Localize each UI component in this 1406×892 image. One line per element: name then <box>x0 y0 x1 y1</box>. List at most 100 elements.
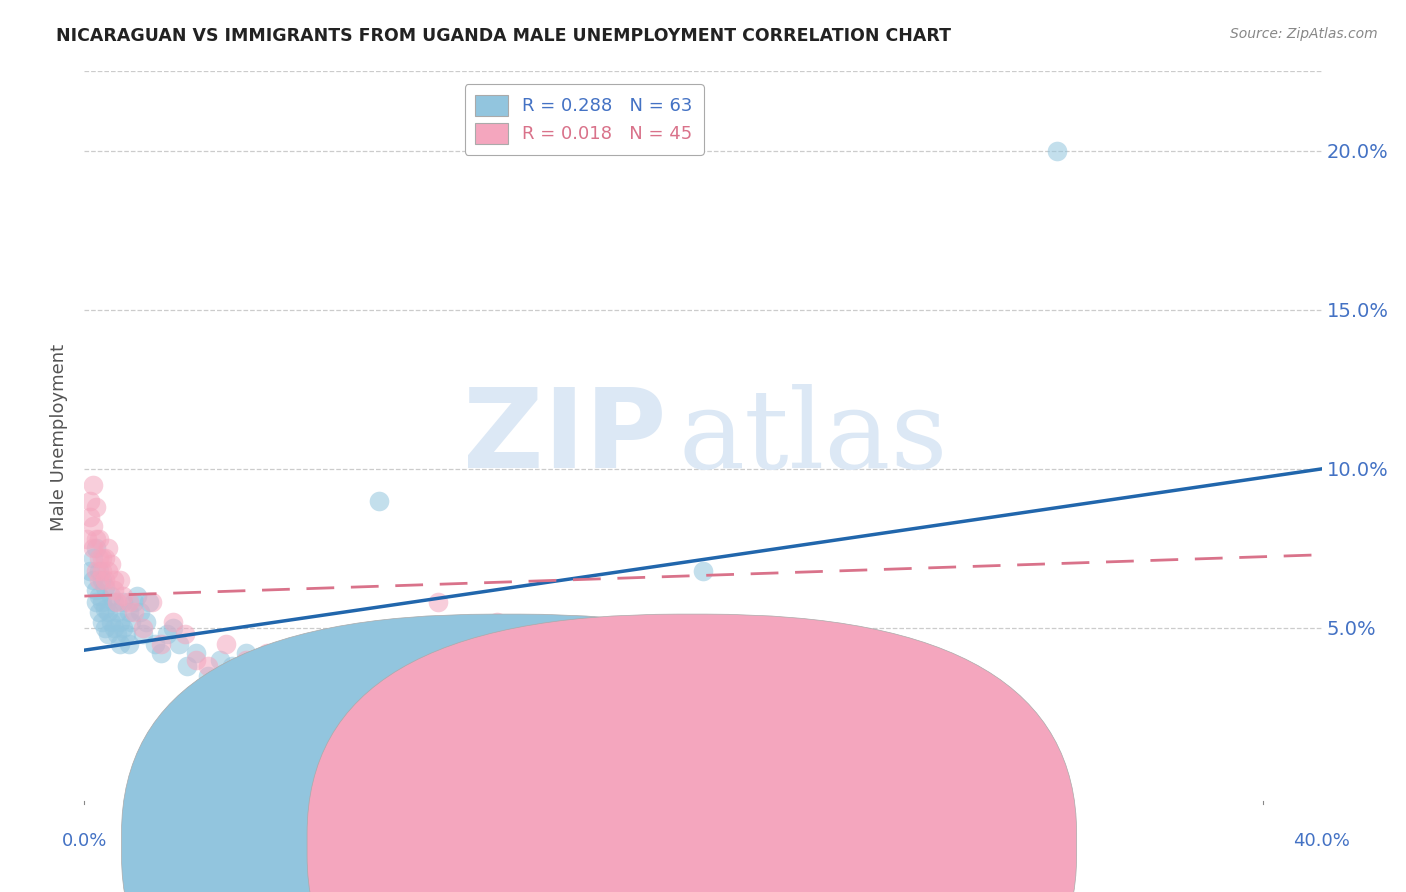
Point <box>84 541 107 556</box>
Point <box>82 541 104 556</box>
Point <box>111 589 134 603</box>
Point <box>149 637 172 651</box>
Point <box>162 615 184 629</box>
Point <box>544 646 567 660</box>
Point <box>141 595 163 609</box>
Point <box>221 659 243 673</box>
Point <box>368 493 391 508</box>
Point <box>197 668 219 682</box>
Point <box>124 595 146 609</box>
Point <box>84 595 107 609</box>
Point <box>108 615 131 629</box>
Point <box>105 627 128 641</box>
Point <box>167 637 190 651</box>
Text: atlas: atlas <box>678 384 948 491</box>
FancyBboxPatch shape <box>121 614 891 892</box>
Point <box>692 564 714 578</box>
Point <box>132 627 155 641</box>
Point <box>280 653 302 667</box>
Point <box>692 678 714 692</box>
Point <box>84 500 107 514</box>
Point <box>84 582 107 597</box>
Point <box>138 595 160 609</box>
Point <box>173 627 195 641</box>
Point <box>485 646 508 660</box>
Point <box>208 653 231 667</box>
Point <box>121 615 143 629</box>
Text: 40.0%: 40.0% <box>1294 832 1350 850</box>
Point <box>156 627 179 641</box>
Point <box>100 558 122 572</box>
Point <box>87 564 110 578</box>
Point <box>91 595 114 609</box>
Point <box>633 678 655 692</box>
Point <box>426 595 449 609</box>
Point <box>103 582 125 597</box>
Point <box>79 509 101 524</box>
Text: Nicaraguans: Nicaraguans <box>527 836 640 854</box>
Point <box>264 659 287 673</box>
Point <box>117 605 139 619</box>
Point <box>87 532 110 546</box>
Point <box>117 595 139 609</box>
Point <box>485 615 508 629</box>
Point <box>87 573 110 587</box>
Point <box>97 564 120 578</box>
Text: Source: ZipAtlas.com: Source: ZipAtlas.com <box>1230 27 1378 41</box>
Point <box>127 589 149 603</box>
Point <box>544 659 567 673</box>
Point <box>94 550 117 565</box>
Point <box>91 550 114 565</box>
Point <box>176 659 198 673</box>
Point <box>82 550 104 565</box>
Point <box>162 621 184 635</box>
Point <box>280 659 302 673</box>
Point <box>149 646 172 660</box>
Point <box>91 573 114 587</box>
Point <box>215 637 238 651</box>
Point <box>87 589 110 603</box>
Point <box>97 541 120 556</box>
Point <box>135 615 157 629</box>
Text: Immigrants from Uganda: Immigrants from Uganda <box>713 836 939 854</box>
Point <box>103 573 125 587</box>
Point <box>84 532 107 546</box>
Text: NICARAGUAN VS IMMIGRANTS FROM UGANDA MALE UNEMPLOYMENT CORRELATION CHART: NICARAGUAN VS IMMIGRANTS FROM UGANDA MAL… <box>56 27 952 45</box>
Point <box>129 605 152 619</box>
Point <box>94 573 117 587</box>
Point <box>250 668 273 682</box>
Point <box>94 621 117 635</box>
Point <box>186 653 208 667</box>
Point <box>309 668 332 682</box>
Point <box>87 605 110 619</box>
Point <box>114 627 136 641</box>
Point <box>79 564 101 578</box>
Point <box>105 605 128 619</box>
Point <box>1045 144 1067 158</box>
Point <box>105 595 128 609</box>
Point <box>235 646 257 660</box>
Point <box>87 550 110 565</box>
Text: ZIP: ZIP <box>463 384 666 491</box>
Point <box>111 595 134 609</box>
Point <box>97 627 120 641</box>
Point <box>143 637 166 651</box>
Point <box>426 637 449 651</box>
Point <box>82 519 104 533</box>
Text: 0.0%: 0.0% <box>62 832 107 850</box>
FancyBboxPatch shape <box>307 614 1077 892</box>
Point <box>197 659 219 673</box>
Point <box>79 493 101 508</box>
Point <box>117 637 139 651</box>
Y-axis label: Male Unemployment: Male Unemployment <box>51 343 69 531</box>
Point <box>368 627 391 641</box>
Point <box>82 477 104 491</box>
Point <box>108 573 131 587</box>
Point <box>103 621 125 635</box>
Point <box>235 653 257 667</box>
Point <box>108 637 131 651</box>
Point <box>76 532 98 546</box>
Point <box>94 580 117 594</box>
Point <box>91 564 114 578</box>
Point <box>84 564 107 578</box>
